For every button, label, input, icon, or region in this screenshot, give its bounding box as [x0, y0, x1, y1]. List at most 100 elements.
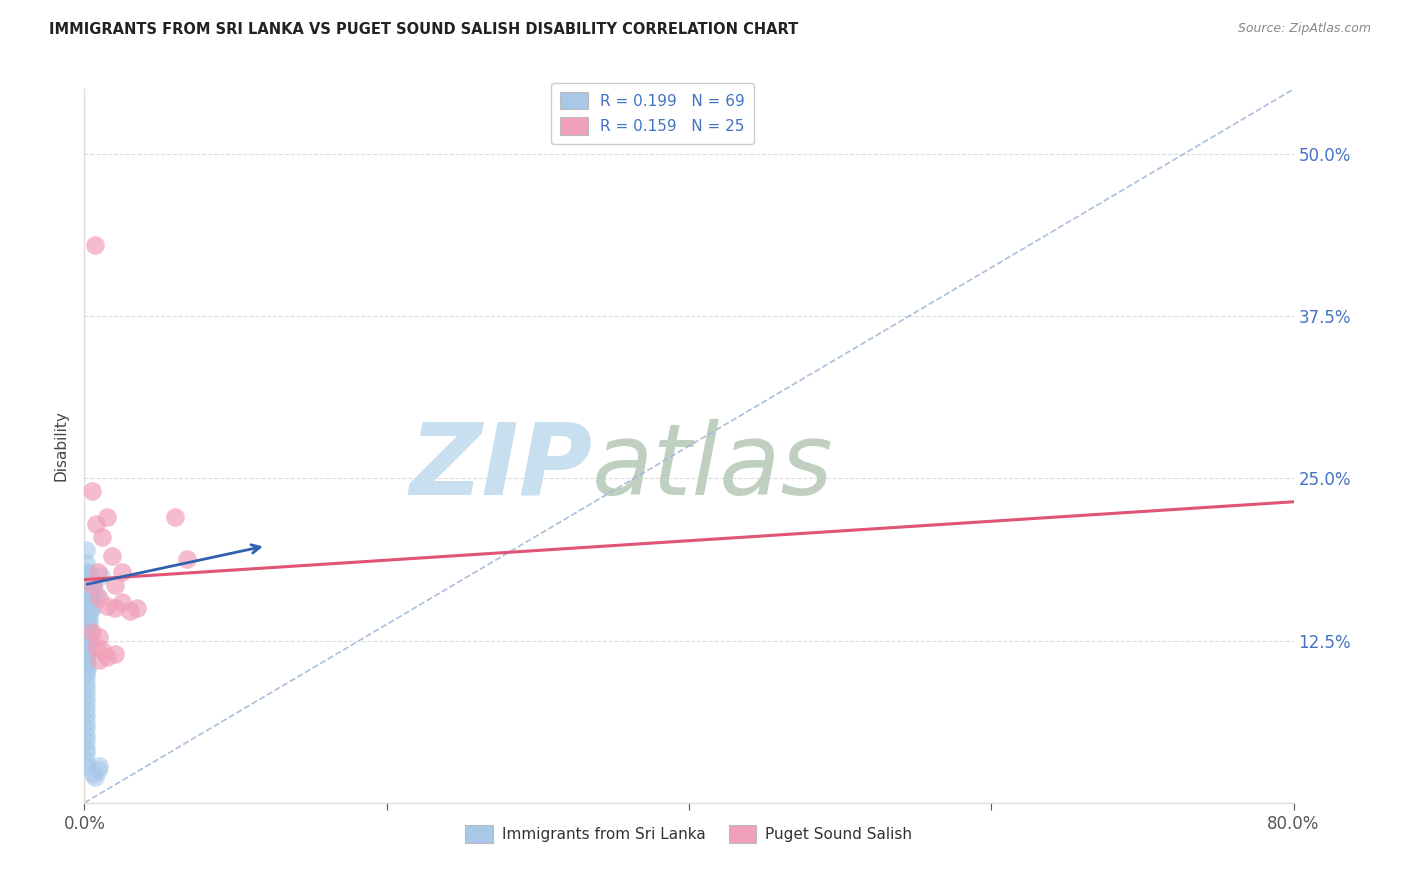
Point — [75, 690, 97, 704]
Point — [75, 733, 97, 747]
Point — [80, 588, 103, 602]
Point — [75, 747, 97, 761]
Point — [111, 565, 134, 579]
Point — [91, 530, 114, 544]
Point — [77, 638, 100, 652]
Point — [75, 565, 97, 579]
Point — [75, 604, 97, 618]
Point — [73, 575, 96, 590]
Point — [75, 642, 97, 657]
Point — [89, 630, 111, 644]
Point — [75, 715, 97, 730]
Point — [165, 510, 187, 524]
Point — [77, 627, 100, 641]
Point — [75, 695, 97, 709]
Point — [76, 647, 98, 661]
Point — [75, 741, 97, 756]
Point — [75, 578, 97, 592]
Point — [79, 604, 101, 618]
Point — [75, 656, 97, 670]
Point — [90, 568, 112, 582]
Text: Source: ZipAtlas.com: Source: ZipAtlas.com — [1237, 22, 1371, 36]
Point — [75, 721, 97, 735]
Point — [75, 614, 97, 628]
Point — [75, 630, 97, 644]
Point — [75, 621, 97, 635]
Point — [75, 662, 97, 676]
Point — [89, 759, 111, 773]
Point — [87, 764, 110, 778]
Point — [76, 638, 98, 652]
Point — [75, 702, 97, 716]
Point — [75, 556, 97, 570]
Point — [76, 604, 98, 618]
Point — [176, 552, 198, 566]
Point — [76, 656, 98, 670]
Point — [96, 599, 118, 613]
Point — [82, 767, 104, 781]
Text: ZIP: ZIP — [409, 419, 592, 516]
Point — [75, 759, 97, 773]
Point — [75, 650, 97, 665]
Point — [86, 516, 108, 531]
Point — [76, 578, 98, 592]
Text: IMMIGRANTS FROM SRI LANKA VS PUGET SOUND SALISH DISABILITY CORRELATION CHART: IMMIGRANTS FROM SRI LANKA VS PUGET SOUND… — [49, 22, 799, 37]
Point — [127, 601, 149, 615]
Point — [75, 542, 97, 557]
Y-axis label: Disability: Disability — [53, 410, 69, 482]
Point — [75, 627, 97, 641]
Point — [111, 595, 134, 609]
Point — [91, 642, 114, 657]
Point — [89, 653, 111, 667]
Point — [75, 638, 97, 652]
Point — [76, 630, 98, 644]
Point — [84, 238, 107, 252]
Legend: Immigrants from Sri Lanka, Puget Sound Salish: Immigrants from Sri Lanka, Puget Sound S… — [460, 819, 918, 848]
Point — [76, 664, 98, 678]
Point — [76, 621, 98, 635]
Point — [75, 607, 97, 622]
Point — [75, 591, 97, 605]
Point — [75, 754, 97, 768]
Point — [76, 611, 98, 625]
Point — [76, 595, 98, 609]
Point — [76, 568, 98, 582]
Point — [73, 582, 96, 596]
Point — [76, 585, 98, 599]
Point — [77, 565, 100, 579]
Point — [100, 549, 122, 564]
Point — [87, 565, 110, 579]
Text: atlas: atlas — [592, 419, 834, 516]
Point — [77, 611, 100, 625]
Point — [75, 728, 97, 742]
Point — [75, 585, 97, 599]
Point — [77, 604, 100, 618]
Point — [75, 676, 97, 690]
Point — [104, 601, 127, 615]
Point — [80, 484, 103, 499]
Point — [104, 647, 127, 661]
Point — [75, 707, 97, 722]
Point — [89, 591, 111, 605]
Point — [104, 578, 127, 592]
Point — [75, 599, 97, 613]
Point — [82, 578, 104, 592]
Point — [77, 595, 100, 609]
Point — [86, 640, 108, 654]
Point — [82, 582, 104, 596]
Point — [118, 604, 141, 618]
Point — [96, 650, 118, 665]
Point — [96, 510, 118, 524]
Point — [77, 616, 100, 631]
Point — [79, 591, 101, 605]
Point — [75, 668, 97, 682]
Point — [77, 582, 100, 596]
Point — [84, 770, 107, 784]
Point — [80, 601, 103, 615]
Point — [75, 681, 97, 696]
Point — [80, 624, 103, 639]
Point — [86, 585, 108, 599]
Point — [80, 573, 103, 587]
Point — [79, 578, 101, 592]
Point — [75, 573, 97, 587]
